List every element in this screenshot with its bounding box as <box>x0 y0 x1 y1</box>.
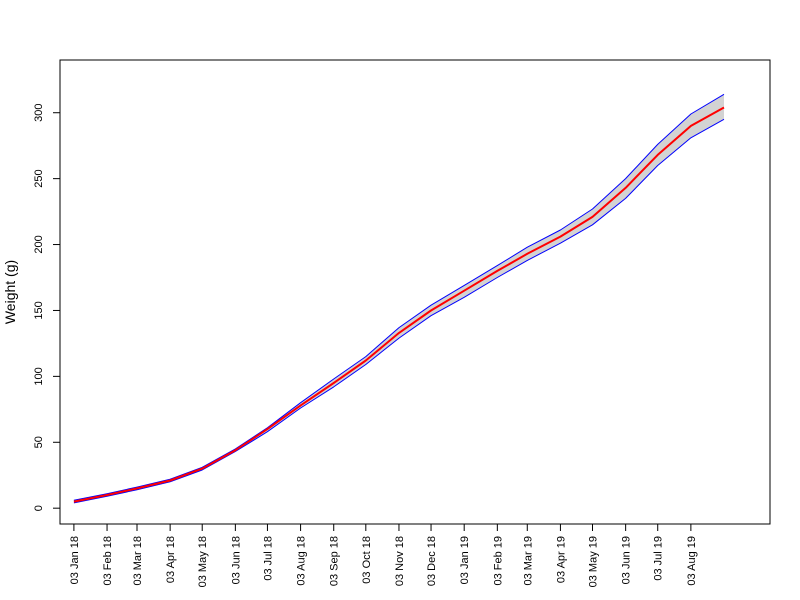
x-tick-label: 03 May 19 <box>588 536 600 587</box>
x-tick-label: 03 Oct 18 <box>361 536 373 584</box>
y-axis: 0 50 100 150 200 250 300 <box>33 104 60 511</box>
y-tick-label: 150 <box>33 301 45 319</box>
y-tick-label: 250 <box>33 169 45 187</box>
x-tick-label: 03 Jun 18 <box>230 536 242 584</box>
x-tick-label: 03 Aug 19 <box>686 536 698 586</box>
upper-bound-line <box>73 93 725 501</box>
y-tick-label: 50 <box>33 436 45 448</box>
x-tick-label: 03 Nov 18 <box>394 536 406 586</box>
y-tick-label: 300 <box>33 104 45 122</box>
x-tick-label: 03 Jul 19 <box>653 536 665 581</box>
x-tick-label: 03 Apr 19 <box>555 536 567 583</box>
mean-weight-line <box>73 106 725 503</box>
x-tick-label: 03 Jul 18 <box>262 536 274 581</box>
lower-bound-line <box>73 118 725 504</box>
x-tick-label: 03 Feb 19 <box>492 536 504 586</box>
y-axis-title: Weight (g) <box>2 260 18 324</box>
x-tick-label: 03 Jan 19 <box>459 536 471 584</box>
x-axis: 03 Jan 18 03 Feb 18 03 Mar 18 03 Apr 18 03 M… <box>69 524 698 587</box>
x-tick-label: 03 Mar 18 <box>132 536 144 586</box>
x-tick-label: 03 Sep 18 <box>329 536 341 586</box>
y-tick-label: 200 <box>33 235 45 253</box>
x-tick-label: 03 Dec 18 <box>426 536 438 586</box>
x-tick-label: 03 Feb 18 <box>102 536 114 586</box>
y-tick-label: 100 <box>33 367 45 385</box>
x-tick-label: 03 Jun 19 <box>621 536 633 584</box>
x-tick-label: 03 Jan 18 <box>69 536 81 584</box>
x-tick-label: 03 Apr 18 <box>165 536 177 583</box>
y-tick-label: 0 <box>33 505 45 511</box>
series-lines-layer <box>73 93 725 504</box>
x-tick-label: 03 May 18 <box>197 536 209 587</box>
x-tick-label: 03 Mar 19 <box>522 536 534 586</box>
plot-frame <box>59 59 771 525</box>
x-tick-label: 03 Aug 18 <box>296 536 308 586</box>
